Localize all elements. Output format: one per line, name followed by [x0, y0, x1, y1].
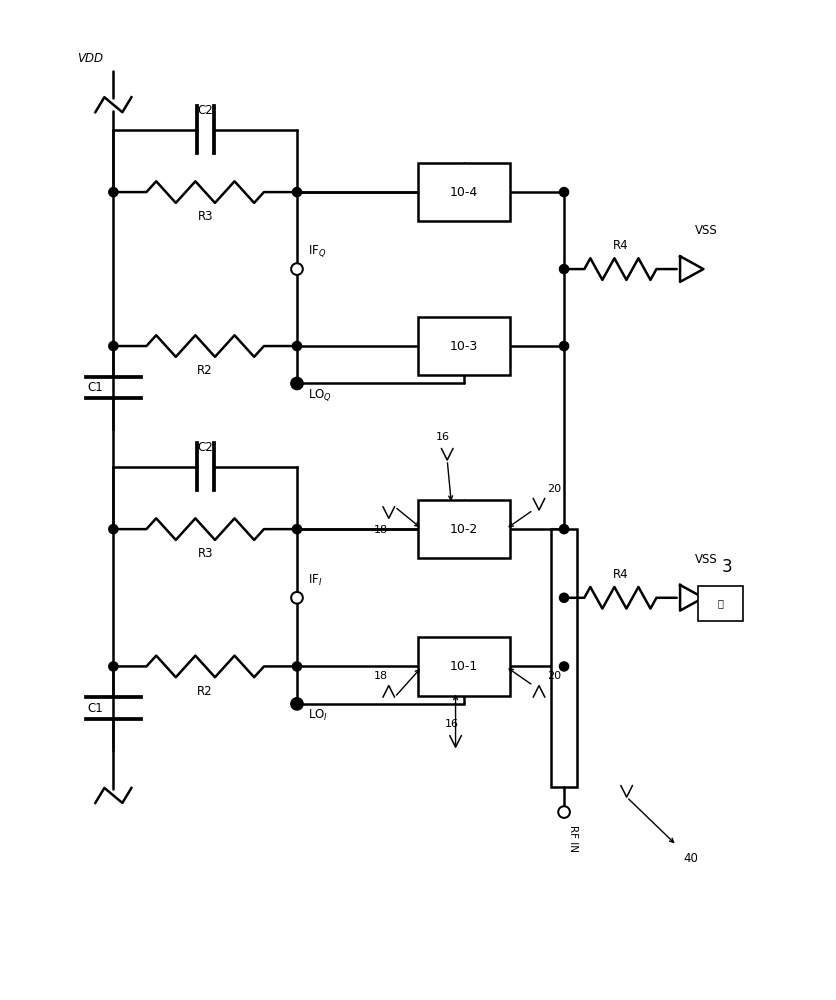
- Text: 3: 3: [721, 558, 732, 576]
- Text: R4: R4: [613, 568, 628, 581]
- Circle shape: [293, 699, 302, 708]
- Circle shape: [293, 525, 302, 534]
- Bar: [418, 163, 510, 221]
- Text: R4: R4: [613, 239, 628, 252]
- Circle shape: [109, 525, 118, 534]
- Text: 10-2: 10-2: [450, 523, 478, 536]
- Circle shape: [559, 525, 568, 534]
- Text: VDD: VDD: [78, 52, 104, 65]
- Text: 18: 18: [374, 671, 388, 681]
- Bar: [418, 317, 510, 375]
- Text: 18: 18: [374, 525, 388, 535]
- Circle shape: [559, 188, 568, 197]
- Bar: [418, 637, 510, 696]
- Circle shape: [291, 698, 303, 710]
- Text: C2: C2: [197, 104, 213, 117]
- Text: 10-3: 10-3: [450, 340, 478, 353]
- Circle shape: [293, 188, 302, 197]
- Circle shape: [109, 188, 118, 197]
- Text: 20: 20: [548, 484, 562, 494]
- Circle shape: [559, 341, 568, 351]
- Circle shape: [291, 592, 303, 604]
- Circle shape: [559, 593, 568, 602]
- Text: IF$_Q$: IF$_Q$: [308, 243, 326, 259]
- Text: R2: R2: [197, 364, 213, 377]
- Circle shape: [559, 662, 568, 671]
- Text: 10-1: 10-1: [450, 660, 478, 673]
- Text: 10-4: 10-4: [450, 186, 478, 199]
- Text: 20: 20: [548, 671, 562, 681]
- Text: R3: R3: [197, 210, 213, 223]
- Text: VSS: VSS: [695, 224, 717, 237]
- Circle shape: [109, 662, 118, 671]
- Text: LO$_Q$: LO$_Q$: [308, 388, 332, 403]
- Circle shape: [291, 378, 303, 389]
- Text: 40: 40: [683, 852, 698, 865]
- Text: 16: 16: [436, 432, 450, 442]
- Circle shape: [109, 341, 118, 351]
- Circle shape: [559, 264, 568, 274]
- Bar: [551, 529, 578, 787]
- Text: C1: C1: [88, 702, 104, 715]
- Circle shape: [293, 341, 302, 351]
- Circle shape: [291, 263, 303, 275]
- Circle shape: [293, 662, 302, 671]
- Text: R3: R3: [197, 547, 213, 560]
- Bar: [418, 500, 510, 558]
- Text: 図: 図: [717, 598, 723, 608]
- Text: LO$_I$: LO$_I$: [308, 708, 328, 723]
- Text: R2: R2: [197, 685, 213, 698]
- Text: C1: C1: [88, 381, 104, 394]
- Text: C2: C2: [197, 441, 213, 454]
- Text: IF$_I$: IF$_I$: [308, 573, 323, 588]
- Text: 16: 16: [445, 719, 458, 729]
- Text: VSS: VSS: [695, 553, 717, 566]
- Bar: [697, 586, 743, 621]
- Circle shape: [558, 806, 570, 818]
- Circle shape: [293, 379, 302, 388]
- Text: RF IN: RF IN: [568, 825, 579, 852]
